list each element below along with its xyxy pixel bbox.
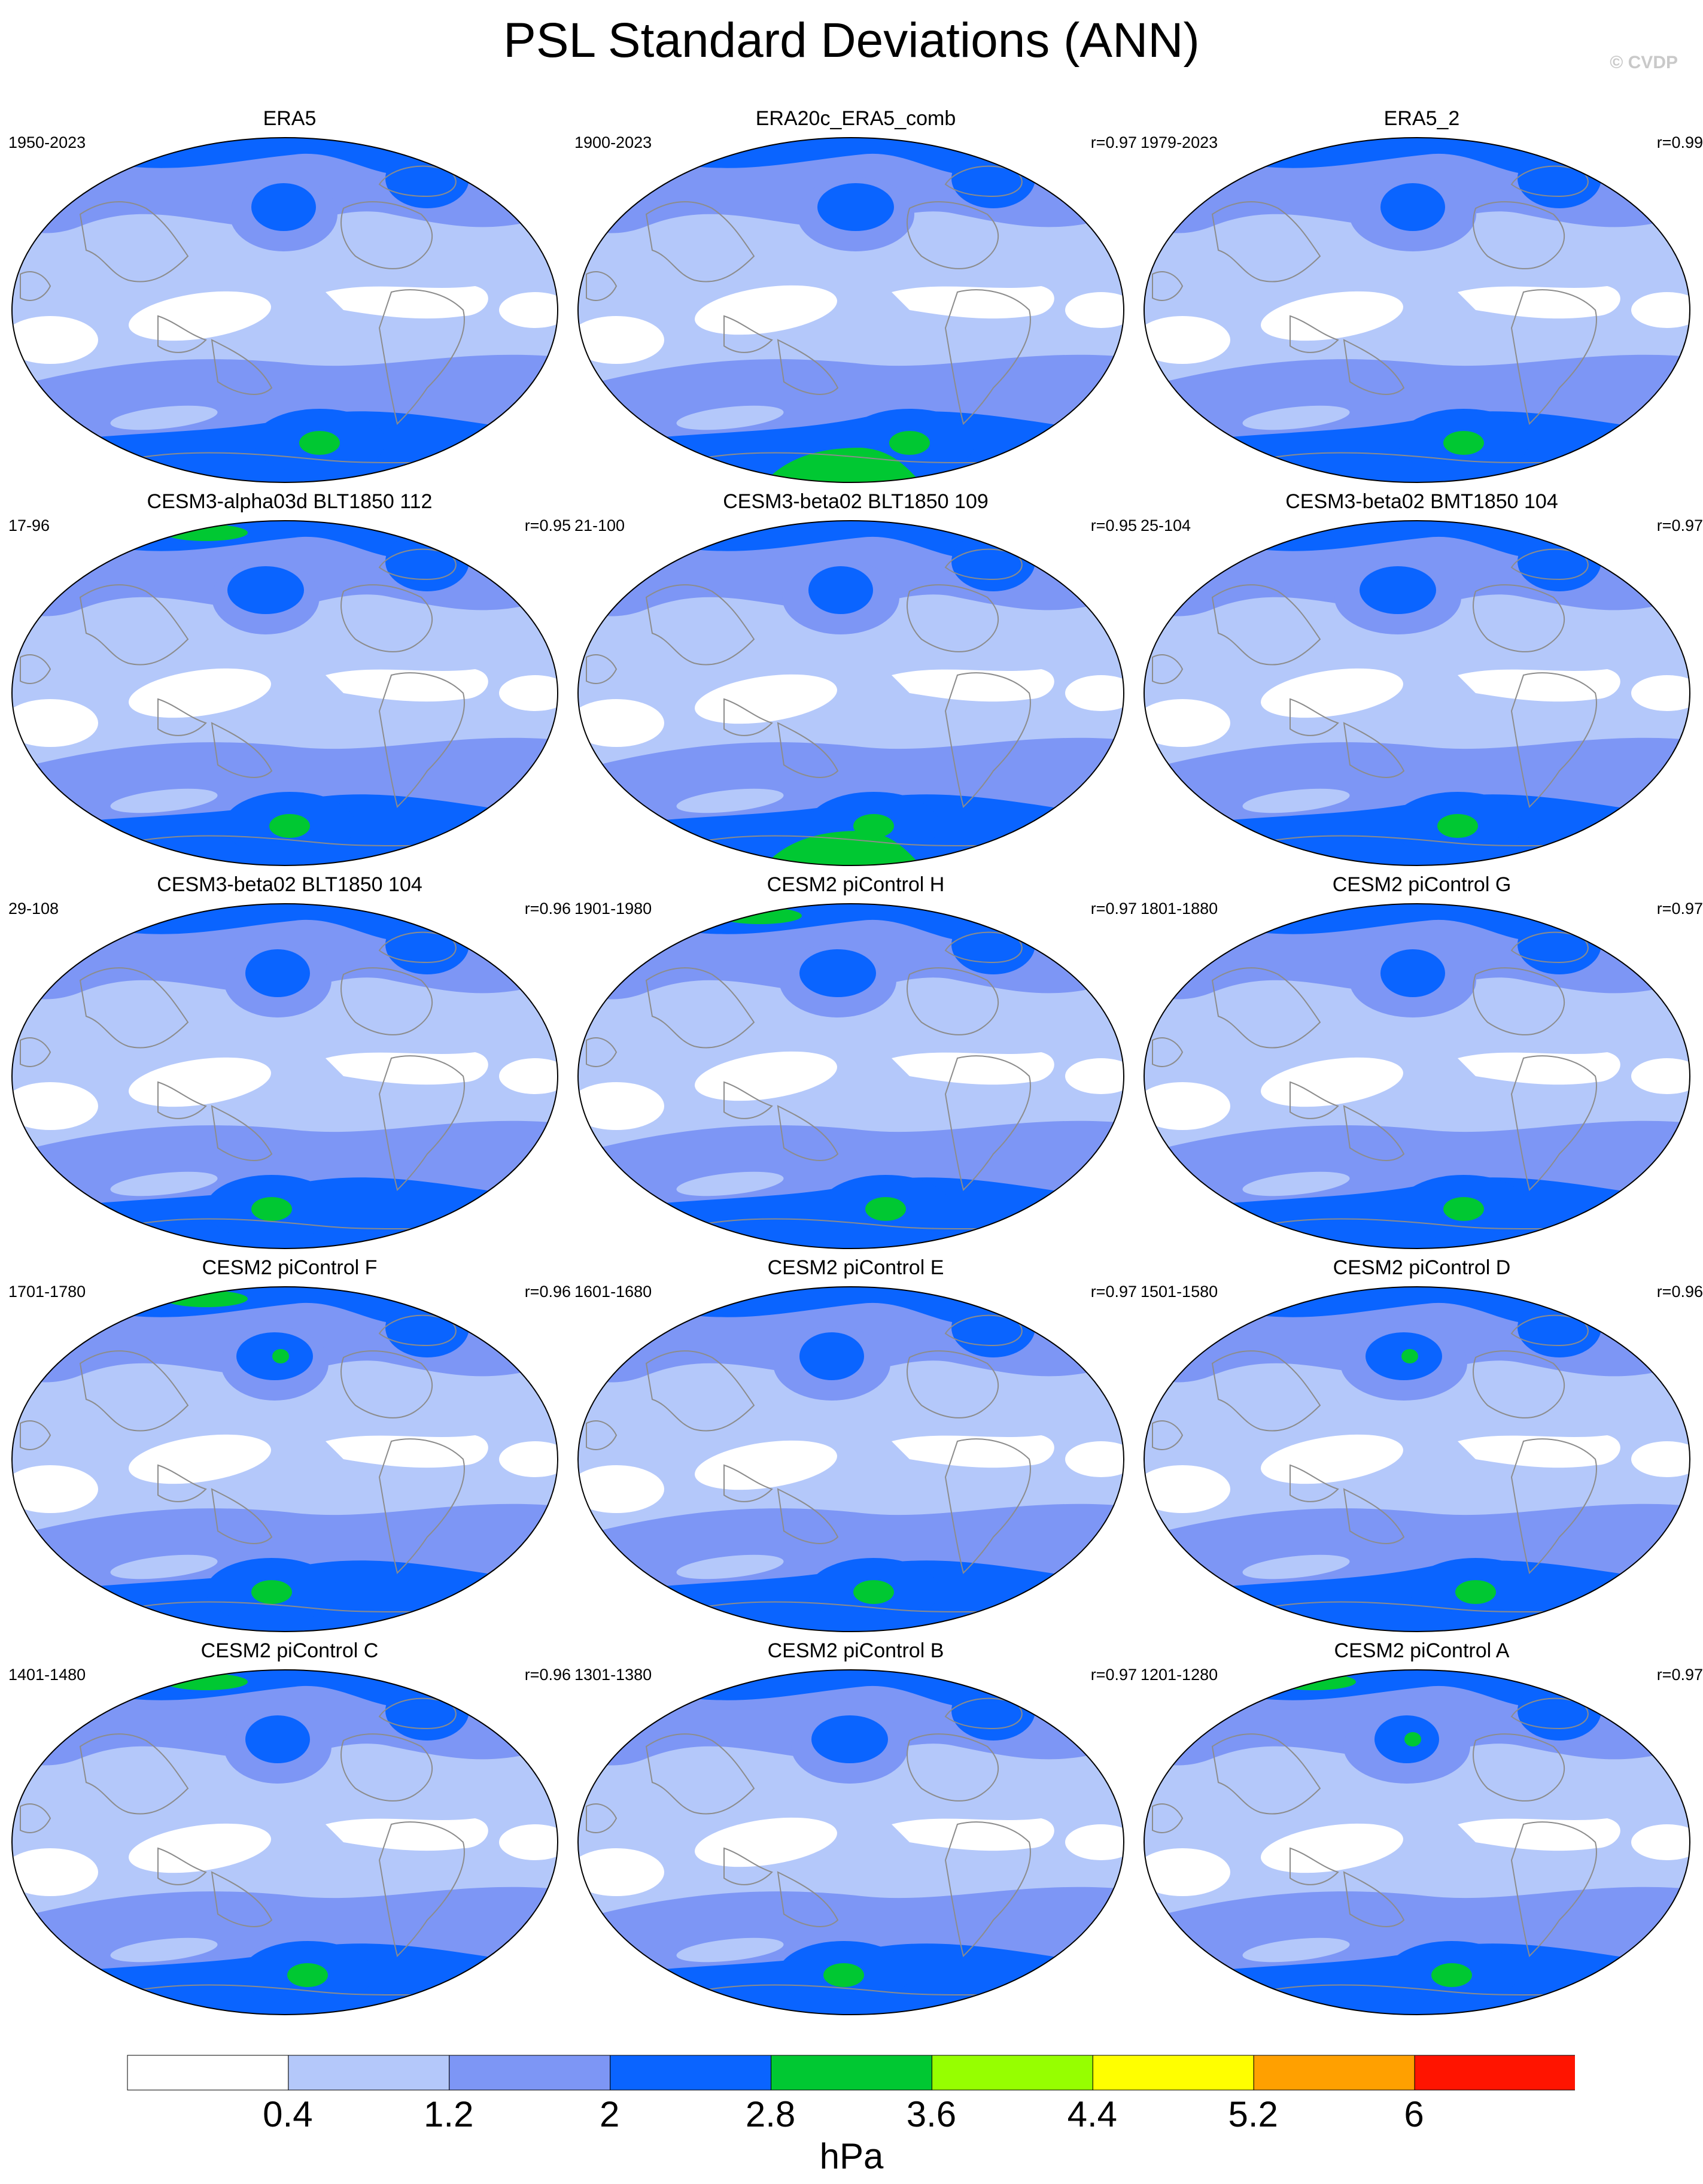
map-panel: CESM3-beta02 BLT1850 109 21-100 r=0.95 — [574, 490, 1137, 873]
panel-period: 17-96 — [8, 517, 50, 534]
map-panel: CESM3-beta02 BMT1850 104 25-104 r=0.97 — [1141, 490, 1703, 873]
panel-title: CESM2 piControl E — [767, 1256, 944, 1279]
panel-period: 29-108 — [8, 900, 59, 918]
panel-period: 1950-2023 — [8, 133, 86, 151]
colorbar-tick-label: 0.4 — [263, 2094, 313, 2134]
map-field — [577, 1286, 1124, 1632]
map-field — [577, 137, 1124, 483]
panel-correlation: r=0.95 — [1090, 517, 1137, 534]
panel-title: CESM3-alpha03d BLT1850 112 — [147, 490, 433, 513]
panel-correlation: r=0.95 — [524, 517, 571, 534]
panel-period: 1401-1480 — [8, 1666, 86, 1684]
panel-period: 1979-2023 — [1141, 133, 1218, 151]
panel-title: ERA5_2 — [1383, 107, 1460, 130]
colorbar-swatch — [449, 2055, 611, 2091]
map-field — [577, 903, 1124, 1249]
map-field — [11, 520, 558, 866]
colorbar-tick-label: 3.6 — [906, 2094, 957, 2134]
map-panel: ERA20c_ERA5_comb 1900-2023 r=0.97 — [574, 107, 1137, 490]
panel-title: CESM3-beta02 BLT1850 104 — [157, 873, 422, 896]
panel-period: 1701-1780 — [8, 1283, 86, 1301]
colorbar-swatch — [127, 2055, 289, 2091]
map-panel: CESM3-alpha03d BLT1850 112 17-96 r=0.95 — [8, 490, 571, 873]
colorbar-swatch — [1092, 2055, 1254, 2091]
panel-title: CESM3-beta02 BLT1850 109 — [723, 490, 989, 513]
panel-correlation: r=0.97 — [1090, 900, 1137, 918]
panel-title: CESM2 piControl H — [767, 873, 945, 896]
colorbar-tick-label: 4.4 — [1067, 2094, 1118, 2134]
panel-title: ERA20c_ERA5_comb — [755, 107, 956, 130]
map-field — [11, 903, 558, 1249]
panel-title: CESM2 piControl D — [1333, 1256, 1511, 1279]
map-field — [11, 137, 558, 483]
colorbar-tick-label: 5.2 — [1228, 2094, 1278, 2134]
map-panel: CESM2 piControl B 1301-1380 r=0.97 — [574, 1639, 1137, 2022]
copyright-label: © CVDP — [1610, 53, 1678, 72]
colorbar-swatch — [771, 2055, 932, 2091]
panel-period: 1201-1280 — [1141, 1666, 1218, 1684]
colorbar-tick-label: 2.8 — [745, 2094, 796, 2134]
panel-correlation: r=0.96 — [524, 900, 571, 918]
colorbar-swatch — [610, 2055, 772, 2091]
panel-title: CESM2 piControl F — [202, 1256, 378, 1279]
map-field — [1144, 1286, 1690, 1632]
colorbar-tick-label: 1.2 — [424, 2094, 474, 2134]
panel-title: CESM3-beta02 BMT1850 104 — [1285, 490, 1558, 513]
colorbar-tick-label: 2 — [599, 2094, 620, 2134]
panel-period: 1601-1680 — [574, 1283, 652, 1301]
map-field — [577, 1669, 1124, 2015]
map-panel: ERA5 1950-2023 — [8, 107, 571, 490]
map-field — [1144, 903, 1690, 1249]
panel-correlation: r=0.97 — [1090, 1666, 1137, 1684]
map-panel: CESM2 piControl A 1201-1280 r=0.97 — [1141, 1639, 1703, 2022]
colorbar-tick-label: 6 — [1404, 2094, 1424, 2134]
map-panel: CESM2 piControl F 1701-1780 r=0.96 — [8, 1256, 571, 1639]
panel-period: 1901-1980 — [574, 900, 652, 918]
map-panel: CESM2 piControl G 1801-1880 r=0.97 — [1141, 873, 1703, 1256]
panel-correlation: r=0.99 — [1656, 133, 1703, 151]
map-panel: CESM2 piControl H 1901-1980 r=0.97 — [574, 873, 1137, 1256]
panel-period: 1301-1380 — [574, 1666, 652, 1684]
panel-title: ERA5 — [263, 107, 317, 130]
colorbar-unit: hPa — [819, 2136, 884, 2176]
map-panel: ERA5_2 1979-2023 r=0.99 — [1141, 107, 1703, 490]
panel-correlation: r=0.96 — [1656, 1283, 1703, 1301]
figure-title: PSL Standard Deviations (ANN) — [503, 13, 1200, 68]
colorbar — [127, 2055, 1575, 2091]
map-field — [11, 1669, 558, 2015]
map-field — [11, 1286, 558, 1632]
panel-period: 1900-2023 — [574, 133, 652, 151]
map-panel: CESM2 piControl E 1601-1680 r=0.97 — [574, 1256, 1137, 1639]
colorbar-swatch — [288, 2055, 450, 2091]
panel-title: CESM2 piControl C — [200, 1639, 379, 1662]
panel-correlation: r=0.97 — [1656, 900, 1703, 918]
panel-correlation: r=0.97 — [1656, 1666, 1703, 1684]
colorbar-swatch — [1414, 2055, 1575, 2091]
map-field — [1144, 137, 1690, 483]
panel-correlation: r=0.97 — [1090, 133, 1137, 151]
panel-title: CESM2 piControl G — [1332, 873, 1512, 896]
panel-title: CESM2 piControl B — [767, 1639, 944, 1662]
map-panel: CESM3-beta02 BLT1850 104 29-108 r=0.96 — [8, 873, 571, 1256]
panel-correlation: r=0.96 — [524, 1666, 571, 1684]
map-panel: CESM2 piControl C 1401-1480 r=0.96 — [8, 1639, 571, 2022]
map-field — [1144, 1669, 1690, 2015]
panel-title: CESM2 piControl A — [1334, 1639, 1510, 1662]
colorbar-swatch — [931, 2055, 1093, 2091]
panel-period: 25-104 — [1141, 517, 1191, 534]
panel-period: 1801-1880 — [1141, 900, 1218, 918]
map-panel: CESM2 piControl D 1501-1580 r=0.96 — [1141, 1256, 1703, 1639]
panel-correlation: r=0.96 — [524, 1283, 571, 1301]
panel-correlation: r=0.97 — [1656, 517, 1703, 534]
panel-period: 21-100 — [574, 517, 625, 534]
panel-correlation: r=0.97 — [1090, 1283, 1137, 1301]
panel-period: 1501-1580 — [1141, 1283, 1218, 1301]
map-field — [577, 520, 1124, 866]
colorbar-swatch — [1253, 2055, 1415, 2091]
map-field — [1144, 520, 1690, 866]
